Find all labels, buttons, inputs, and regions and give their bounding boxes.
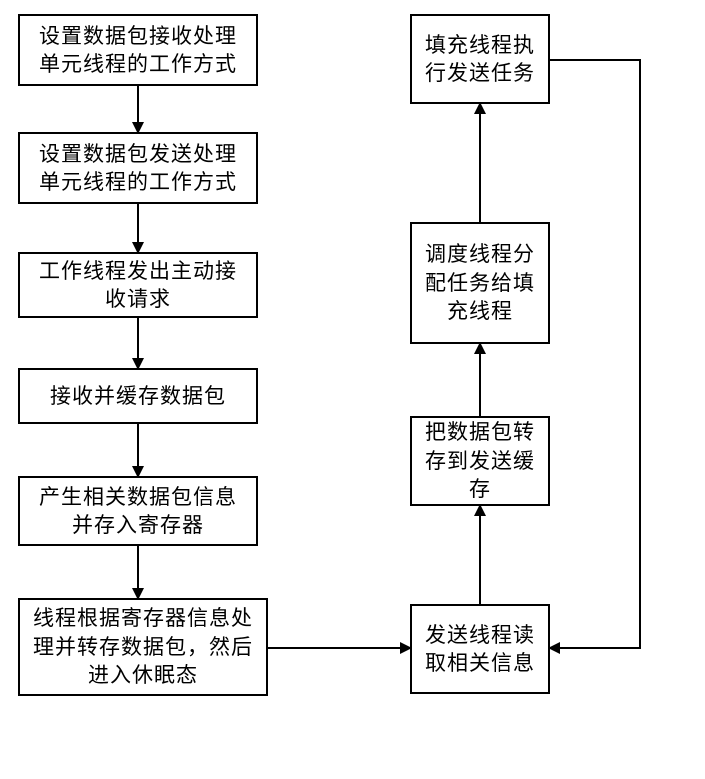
flowchart-node-label: 填充线程执行发送任务 — [422, 31, 538, 88]
flowchart-node-label: 工作线程发出主动接收请求 — [30, 257, 246, 314]
flowchart-node-label: 接收并缓存数据包 — [50, 382, 226, 410]
flowchart-node-label: 线程根据寄存器信息处理并转存数据包，然后进入休眠态 — [30, 604, 256, 689]
flowchart-node-label: 设置数据包发送处理单元线程的工作方式 — [30, 140, 246, 197]
flowchart-node: 工作线程发出主动接收请求 — [18, 252, 258, 318]
flowchart-node: 填充线程执行发送任务 — [410, 14, 550, 104]
flowchart-node: 设置数据包接收处理单元线程的工作方式 — [18, 14, 258, 86]
flowchart-node: 调度线程分配任务给填充线程 — [410, 222, 550, 344]
flowchart-node: 接收并缓存数据包 — [18, 368, 258, 424]
flowchart-node-label: 产生相关数据包信息并存入寄存器 — [30, 483, 246, 540]
flowchart-node-label: 发送线程读取相关信息 — [422, 621, 538, 678]
flowchart-node-label: 设置数据包接收处理单元线程的工作方式 — [30, 22, 246, 79]
flowchart-node: 产生相关数据包信息并存入寄存器 — [18, 476, 258, 546]
flowchart-node: 把数据包转存到发送缓存 — [410, 416, 550, 506]
flowchart-node: 线程根据寄存器信息处理并转存数据包，然后进入休眠态 — [18, 598, 268, 696]
flowchart-node: 发送线程读取相关信息 — [410, 604, 550, 694]
flowchart-node-label: 把数据包转存到发送缓存 — [422, 418, 538, 503]
flowchart-node: 设置数据包发送处理单元线程的工作方式 — [18, 132, 258, 204]
flowchart-edge — [550, 60, 640, 648]
flowchart-node-label: 调度线程分配任务给填充线程 — [422, 240, 538, 325]
